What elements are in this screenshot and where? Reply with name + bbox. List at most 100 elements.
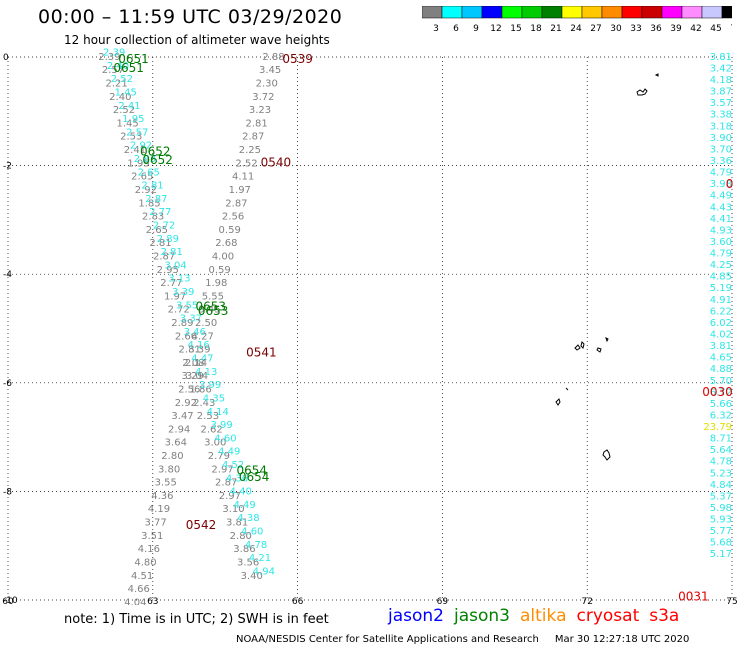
swh-value-label: 2.81 <box>179 345 201 356</box>
swh-value-label: 2.40 <box>107 61 129 72</box>
x-tick-label: 66 <box>292 597 304 605</box>
swh-value-label: 2.83 <box>142 212 164 223</box>
swh-value-label: 3.36 <box>710 156 732 167</box>
swh-value-label: 5.66 <box>710 399 732 410</box>
swh-value-label: 4.79 <box>710 249 732 260</box>
swh-value-label: 3.99 <box>210 420 232 431</box>
swh-value-label: 3.29 <box>182 371 204 382</box>
swh-value-label: 2.92 <box>135 185 157 196</box>
swh-value-label: 4.80 <box>134 557 156 568</box>
pass-time-label: 0030 <box>702 385 733 399</box>
x-tick-label: 63 <box>147 597 158 605</box>
swh-value-label: 3.47 <box>171 411 193 422</box>
pass-time-label: 0652 <box>142 153 173 167</box>
swh-value-label: 2.88 <box>262 52 284 63</box>
y-tick-label: -8 <box>3 487 12 497</box>
colorbar-tick-label: 33 <box>630 24 641 34</box>
swh-value-label: 2.52 <box>113 105 135 116</box>
swh-value-label: 2.62 <box>200 424 222 435</box>
colorbar-tick-label: 70 <box>730 24 732 34</box>
swh-value-label: 4.25 <box>710 260 732 271</box>
swh-value-label: 3.81 <box>226 518 248 529</box>
swh-value-label: 4.36 <box>226 473 248 484</box>
swh-value-label: 3.39 <box>172 287 194 298</box>
swh-value-label: 4.21 <box>249 553 271 564</box>
swh-value-label: 2.87 <box>145 194 167 205</box>
swh-value-label: 2.08 <box>182 358 204 369</box>
swh-value-label: 2.81 <box>141 181 163 192</box>
swh-value-label: 2.39 <box>98 52 120 63</box>
pass-time-label: 0031 <box>678 590 709 604</box>
swh-value-label: 2.81 <box>149 238 171 249</box>
swh-value-label: 2.87 <box>225 198 247 209</box>
swh-value-label: 5.55 <box>202 291 224 302</box>
swh-value-label: 4.16 <box>187 340 209 351</box>
coastline-island <box>602 449 611 461</box>
swh-value-label: 2.80 <box>230 531 252 542</box>
swh-value-label: 2.94 <box>168 424 190 435</box>
swh-value-label: 4.60 <box>241 526 263 537</box>
swh-value-label: 2.52 <box>235 158 257 169</box>
swh-value-label: 2.77 <box>149 207 171 218</box>
swh-value-label: 3.57 <box>710 98 732 109</box>
swh-value-label: 3.37 <box>180 314 202 325</box>
swh-value-label: 4.52 <box>222 460 244 471</box>
coastline-island <box>580 341 585 349</box>
x-tick-label: 75 <box>726 597 737 605</box>
swh-value-label: 1.85 <box>138 198 160 209</box>
swh-value-label: 4.84 <box>710 480 732 491</box>
mission-jason3: jason3 <box>454 606 510 626</box>
swh-value-label: 2.92 <box>175 398 197 409</box>
swh-value-label: 3.23 <box>249 105 271 116</box>
swh-value-label: 2.81 <box>245 118 267 129</box>
x-tick-label: 60 <box>2 597 14 605</box>
coastline-island <box>596 347 602 353</box>
colorbar-tick-label: 3 <box>433 24 439 34</box>
swh-value-label: 1.45 <box>116 118 138 129</box>
swh-value-label: 3.77 <box>144 518 166 529</box>
pass-time-label: 0542 <box>186 518 217 532</box>
swh-value-label: 4.91 <box>710 295 732 306</box>
swh-value-label: 5.98 <box>710 503 732 514</box>
swh-value-label: 6.22 <box>710 306 732 317</box>
swh-value-label: 6.02 <box>710 318 732 329</box>
coastline-island <box>654 73 659 77</box>
coastline-island <box>555 398 561 406</box>
swh-value-label: 2.53 <box>120 132 142 143</box>
colorbar-tick-label: 24 <box>570 24 582 34</box>
pass-time-label: 0654 <box>236 464 267 478</box>
swh-value-label: 3.18 <box>710 121 732 132</box>
colorbar-tick-label: 15 <box>510 24 521 34</box>
swh-value-label: 5.64 <box>710 445 732 456</box>
swh-value-label: 2.87 <box>242 132 264 143</box>
footnote: note: 1) Time is in UTC; 2) SWH is in fe… <box>64 612 329 627</box>
swh-value-label: 2.77 <box>160 278 182 289</box>
coastline-island <box>605 337 609 343</box>
pass-time-label: 0541 <box>246 345 277 359</box>
colorbar-tick-label: 12 <box>490 24 501 34</box>
swh-value-label: 2.68 <box>215 238 237 249</box>
pass-time-label: 0652 <box>140 144 171 158</box>
colorbar-tick-label: 27 <box>590 24 601 34</box>
pass-time-label: 0 <box>726 177 734 191</box>
swh-value-label: 3.99 <box>199 380 221 391</box>
swh-value-label: 1.97 <box>164 291 186 302</box>
swh-value-label: 4.93 <box>710 225 732 236</box>
swh-value-label: 4.36 <box>151 491 173 502</box>
swh-value-label: 2.97 <box>211 464 233 475</box>
swh-value-label: 0.59 <box>208 265 230 276</box>
swh-value-label: 2.72 <box>168 305 190 316</box>
swh-value-label: 2.56 <box>222 212 244 223</box>
swh-value-label: 2.53 <box>197 411 219 422</box>
swh-value-label: 4.40 <box>230 487 252 498</box>
swh-value-label: 3.40 <box>241 571 263 582</box>
credit-text: NOAA/NESDIS Center for Satellite Applica… <box>236 634 539 645</box>
swh-value-label: 2.14 <box>185 358 207 369</box>
swh-value-label: 4.38 <box>237 513 259 524</box>
swh-value-label: 4.51 <box>131 571 153 582</box>
swh-value-label: 4.35 <box>203 393 225 404</box>
swh-value-label: 2.80 <box>161 451 183 462</box>
swh-value-label: 5.70 <box>710 376 732 387</box>
colorbar-tick-label: 6 <box>453 24 459 34</box>
